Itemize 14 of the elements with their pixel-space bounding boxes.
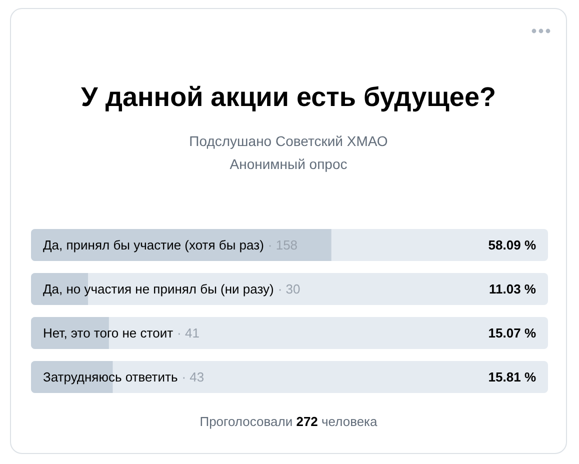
data-label: 15.07 % (488, 326, 536, 341)
text: Проголосовали 272 человека (198, 414, 378, 429)
data-label: 11.03 % (489, 282, 536, 297)
data-label: 15.81 % (488, 370, 536, 385)
annotation: · 43 (182, 370, 204, 385)
chart-subtitle: Подслушано Советский ХМАО Анонимный опрос (188, 132, 389, 174)
annotation: · 30 (278, 282, 300, 297)
y-tick-label: Затрудняюсь ответить (43, 370, 178, 385)
y-tick-label: Да, но участия не принял бы (ни разу) (43, 282, 274, 297)
y-tick-label: Нет, это того не стоит (43, 326, 174, 341)
data-label: 58.09 % (488, 238, 536, 253)
chart-title: У данной акции есть будущее? (80, 82, 497, 113)
y-tick-label: Да, принял бы участие (хотя бы раз) (43, 238, 264, 253)
annotation: · 41 (177, 326, 200, 341)
